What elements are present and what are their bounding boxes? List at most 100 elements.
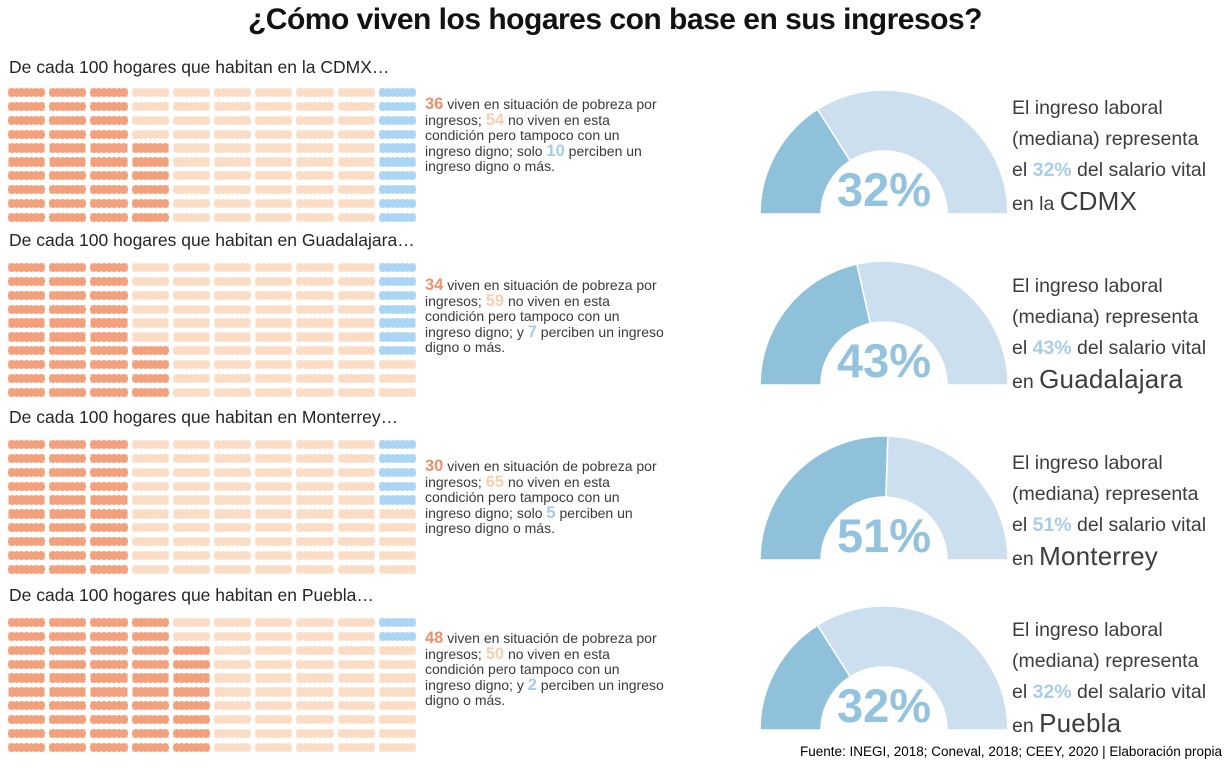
waffle-cell-poverty	[90, 523, 128, 533]
waffle-cell-poverty	[90, 701, 128, 711]
desc-line: ingreso digno o más.	[425, 521, 715, 537]
waffle-cell-poverty	[8, 673, 46, 683]
waffle-cell-middle	[337, 631, 375, 642]
waffle-cell-poverty	[90, 212, 128, 222]
desc-line: condición pero tampoco con un	[425, 127, 715, 144]
waffle-cell-poverty	[8, 453, 46, 464]
waffle-cell-middle	[255, 171, 293, 181]
waffle-cell-poverty	[8, 509, 46, 519]
waffle-cell-middle	[255, 198, 293, 209]
waffle-cell-poverty	[90, 481, 128, 491]
waffle-cell-middle	[214, 212, 252, 222]
waffle-cell-poverty	[90, 387, 128, 397]
waffle-cell-middle	[214, 631, 252, 642]
gauge-svg	[759, 605, 1009, 731]
waffle-cell-middle	[296, 387, 334, 397]
waffle-description: 36 viven en situación de pobreza por ingr…	[425, 96, 715, 175]
waffle-cell-middle	[172, 536, 210, 547]
waffle-cell-middle	[255, 129, 293, 139]
waffle-cell-poverty	[172, 645, 210, 656]
waffle-cell-middle	[214, 550, 252, 561]
waffle-cell-poverty	[90, 143, 128, 153]
waffle-cell-middle	[255, 495, 293, 505]
waffle-cell-middle	[296, 440, 334, 450]
caption-line: El ingreso laboral	[1012, 448, 1230, 479]
waffle-cell-poverty	[90, 453, 128, 464]
waffle-cell-decent	[378, 115, 416, 126]
waffle-cell-middle	[131, 536, 169, 547]
waffle-cell-middle	[255, 728, 293, 739]
waffle-cell-middle	[255, 157, 293, 167]
waffle-cell-middle	[255, 742, 293, 752]
waffle-cell-middle	[296, 742, 334, 752]
desc-number-middle: 59	[485, 291, 505, 310]
waffle-description: 48 viven en situación de pobreza por ingr…	[425, 630, 715, 709]
waffle-cell-middle	[214, 701, 252, 711]
caption-line: el 43% del salario vital	[1012, 333, 1230, 364]
waffle-cell-middle	[296, 564, 334, 574]
waffle-cell-poverty	[131, 171, 169, 181]
text-run: perciben un ingreso	[536, 676, 664, 693]
waffle-cell-poverty	[49, 359, 87, 370]
desc-line: ingresos; 65 no viven en esta	[425, 473, 715, 491]
waffle-cell-middle	[172, 359, 210, 370]
section-heading: De cada 100 hogares que habitan en Guada…	[9, 230, 415, 250]
waffle-cell-middle	[337, 467, 375, 478]
text-run: digno o más.	[425, 339, 506, 356]
waffle-cell-poverty	[8, 645, 46, 656]
waffle-cell-middle	[214, 290, 252, 301]
waffle-cell-poverty	[49, 467, 87, 478]
waffle-cell-middle	[214, 453, 252, 464]
gauge-fill-arc	[759, 435, 889, 561]
waffle-cell-poverty	[90, 346, 128, 356]
waffle-cell-middle	[337, 659, 375, 669]
text-run: en	[1012, 548, 1040, 570]
waffle-cell-middle	[214, 467, 252, 478]
section-puebla: De cada 100 hogares que habitan en Puebl…	[0, 585, 1230, 761]
text-run: no viven en esta	[504, 111, 610, 128]
waffle-cell-middle	[337, 115, 375, 126]
waffle-cell-poverty	[8, 88, 46, 98]
caption-city-name: Monterrey	[1039, 541, 1158, 571]
waffle-cell-middle	[337, 332, 375, 342]
gauge-remainder-arc	[816, 605, 1009, 731]
waffle-cell-middle	[214, 101, 252, 112]
waffle-cell-middle	[337, 184, 375, 195]
waffle-cell-poverty	[8, 742, 46, 752]
waffle-cell-middle	[296, 304, 334, 314]
waffle-cell-middle	[337, 304, 375, 314]
waffle-cell-middle	[255, 481, 293, 491]
waffle-cell-poverty	[49, 714, 87, 725]
waffle-cell-middle	[296, 276, 334, 287]
waffle-cell-middle	[214, 143, 252, 153]
desc-line: condición pero tampoco con un	[425, 489, 715, 506]
waffle-cell-poverty	[90, 332, 128, 342]
waffle-cell-middle	[337, 359, 375, 370]
waffle-cell-middle	[172, 212, 210, 222]
waffle-cell-middle	[255, 359, 293, 370]
text-run: ingreso digno; solo	[425, 142, 547, 159]
waffle-cell-middle	[214, 359, 252, 370]
waffle-cell-middle	[255, 509, 293, 519]
gauge-percent-label: 51%	[836, 509, 932, 562]
waffle-cell-poverty	[8, 332, 46, 342]
waffle-cell-middle	[337, 509, 375, 519]
waffle-cell-poverty	[90, 714, 128, 725]
waffle-cell-middle	[296, 618, 334, 628]
gauge-svg	[759, 260, 1009, 386]
caption-line: El ingreso laboral	[1012, 615, 1230, 646]
waffle-cell-poverty	[8, 129, 46, 139]
waffle-cell-poverty	[90, 129, 128, 139]
text-run: del salario vital	[1071, 514, 1207, 536]
waffle-cell-decent	[378, 263, 416, 273]
waffle-cell-middle	[255, 373, 293, 384]
waffle-cell-poverty	[131, 728, 169, 739]
waffle-cell-poverty	[49, 495, 87, 505]
waffle-cell-middle	[378, 536, 416, 547]
waffle-cell-decent	[378, 157, 416, 167]
waffle-cell-poverty	[8, 184, 46, 195]
waffle-cell-middle	[172, 453, 210, 464]
waffle-cell-poverty	[90, 318, 128, 328]
waffle-cell-middle	[214, 198, 252, 209]
